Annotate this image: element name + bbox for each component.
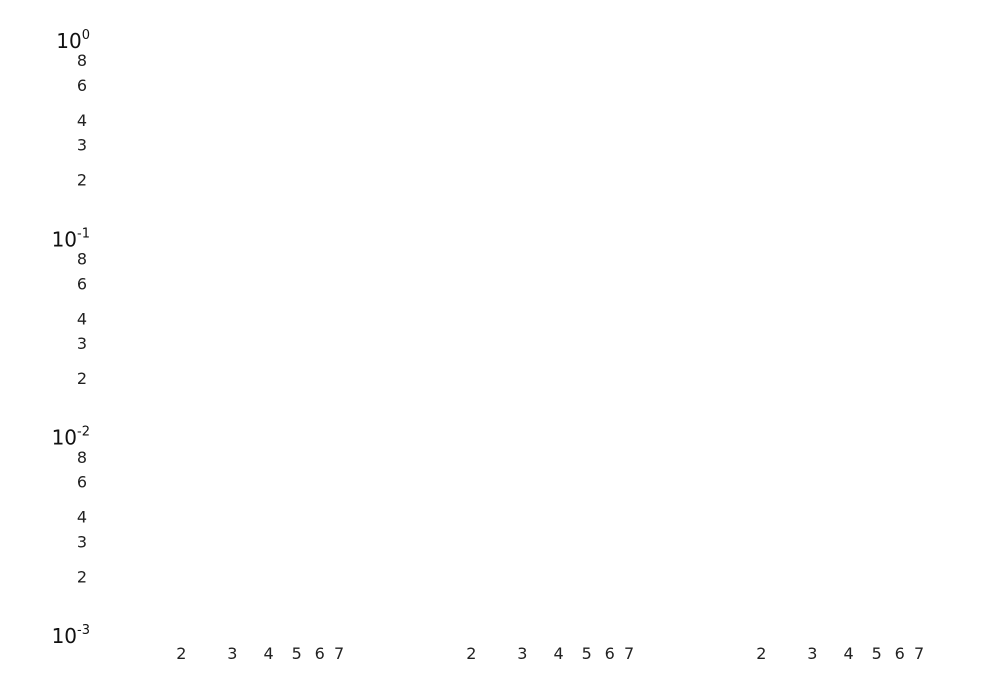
svg-text:4: 4	[77, 309, 87, 328]
svg-text:3: 3	[807, 644, 817, 663]
svg-text:2: 2	[77, 567, 87, 586]
svg-text:3: 3	[77, 334, 87, 353]
svg-text:2: 2	[77, 369, 87, 388]
svg-text:3: 3	[77, 136, 87, 155]
svg-text:10-2: 10-2	[52, 425, 90, 450]
svg-text:3: 3	[77, 532, 87, 551]
svg-text:5: 5	[872, 644, 882, 663]
svg-text:6: 6	[77, 274, 87, 293]
svg-text:4: 4	[264, 644, 274, 663]
svg-text:7: 7	[914, 644, 924, 663]
svg-text:3: 3	[517, 644, 527, 663]
svg-text:6: 6	[77, 473, 87, 492]
svg-text:10-3: 10-3	[52, 623, 90, 648]
svg-text:2: 2	[77, 171, 87, 190]
svg-text:5: 5	[582, 644, 592, 663]
svg-text:8: 8	[77, 250, 87, 269]
svg-text:4: 4	[844, 644, 854, 663]
svg-text:10-1: 10-1	[52, 226, 90, 251]
svg-text:7: 7	[334, 644, 344, 663]
svg-text:7: 7	[624, 644, 634, 663]
svg-text:6: 6	[315, 644, 325, 663]
y-minor-tick-labels: 2 3 4 6 8 2 3 4 6 8 2 3 4 6 8	[77, 51, 87, 586]
svg-text:4: 4	[554, 644, 564, 663]
svg-text:2: 2	[176, 644, 186, 663]
svg-text:4: 4	[77, 508, 87, 527]
svg-text:100: 100	[56, 28, 90, 53]
svg-text:5: 5	[292, 644, 302, 663]
svg-text:6: 6	[77, 76, 87, 95]
svg-text:8: 8	[77, 448, 87, 467]
y-major-tick-labels: 100 10-1 10-2 10-3	[52, 28, 90, 648]
svg-text:2: 2	[756, 644, 766, 663]
svg-text:6: 6	[605, 644, 615, 663]
svg-text:3: 3	[227, 644, 237, 663]
svg-text:6: 6	[895, 644, 905, 663]
svg-text:8: 8	[77, 51, 87, 70]
svg-text:4: 4	[77, 111, 87, 130]
svg-text:2: 2	[466, 644, 476, 663]
